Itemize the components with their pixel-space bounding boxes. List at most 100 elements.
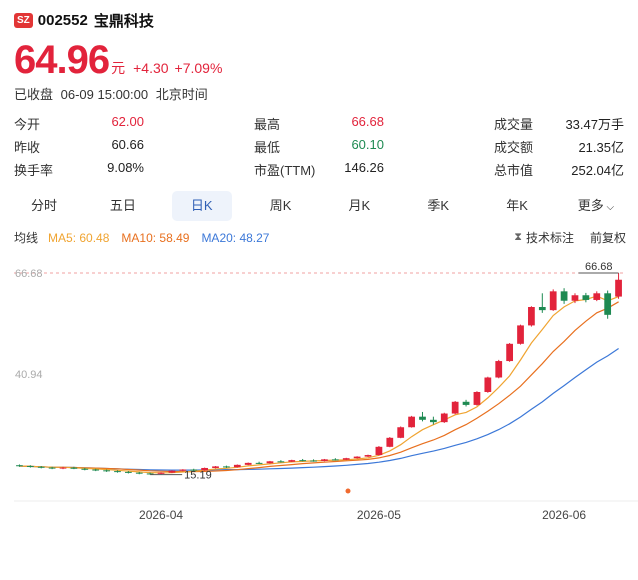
candle-body [451, 401, 459, 414]
candle [179, 469, 187, 472]
candle [266, 460, 274, 464]
candle-body [266, 461, 274, 464]
candlestick-chart[interactable]: 66.68 40.94 66.68 15.19 2026-04 2026-05 2026-0… [0, 250, 638, 530]
candle-body [408, 416, 415, 428]
candle [59, 466, 67, 470]
candle-body [429, 419, 437, 423]
quote-row: 换手率 9.08% 市盈(TTM) 146.26 总市值 252.04亿 [14, 158, 626, 181]
candle-body [615, 279, 622, 297]
quote-cell: 换手率 9.08% [14, 160, 144, 179]
candle-body [201, 467, 209, 471]
candle [506, 343, 514, 362]
high-price-label: 66.68 [585, 261, 613, 273]
candle [37, 466, 45, 469]
tab-label: 日K [190, 198, 213, 213]
candle [397, 426, 405, 439]
ma-legend-item: MA20: 48.27 [201, 230, 270, 245]
last-price: 64.96 [14, 38, 110, 82]
ma-legend-item: MA10: 58.49 [121, 230, 190, 245]
candle [386, 437, 394, 448]
candle-body [48, 467, 56, 469]
technical-annotation-button[interactable]: ⧗ 技术标注 [514, 229, 574, 246]
candle-body [146, 473, 154, 475]
quote-cell: 成交额 21.35亿 [494, 137, 624, 156]
quote-label: 昨收 [14, 140, 41, 155]
tab-period[interactable]: 日K [171, 191, 232, 221]
quote-label: 成交额 [494, 140, 534, 155]
quote-label: 换手率 [14, 163, 54, 178]
event-marker-dot [345, 488, 351, 494]
low-price-label: 15.19 [184, 470, 212, 482]
quote-label: 成交量 [494, 117, 534, 132]
tab-period[interactable]: 年K [487, 191, 547, 221]
candle [440, 412, 448, 423]
candle [92, 468, 100, 472]
candle [223, 465, 230, 468]
stock-name: 宝鼎科技 [93, 13, 154, 30]
ma-legend: MA5: 60.48 MA10: 58.49 MA20: 48.27 [48, 231, 281, 245]
tab-label: 分时 [30, 198, 57, 213]
ma5-line [19, 295, 619, 474]
candle [190, 468, 198, 472]
candle-body [440, 413, 448, 423]
tab-period[interactable]: 更多 ⌵ [566, 191, 626, 221]
candle [517, 324, 524, 345]
x-tick-label: 2026-05 [357, 508, 401, 522]
candle [255, 461, 263, 465]
candle [364, 454, 372, 458]
tab-period[interactable]: 分时 [14, 191, 74, 221]
candle-body [560, 291, 568, 301]
quote-value: 146.26 [344, 160, 384, 175]
candle [310, 459, 317, 462]
candle [582, 292, 590, 303]
quote-value: 60.10 [351, 137, 384, 152]
candle-body [364, 455, 372, 457]
ma-legend-item: MA5: 60.48 [48, 230, 110, 245]
tab-period[interactable]: 五日 [93, 191, 153, 221]
chevron-down-icon: ⌵ [603, 202, 615, 213]
candle [593, 291, 601, 302]
candle [277, 460, 285, 463]
x-tick-label: 2026-04 [139, 508, 183, 522]
forward-adjust-button[interactable]: 前复权 [590, 229, 626, 246]
y-tick-label: 40.94 [15, 369, 43, 381]
moving-average-bar: 均线 MA5: 60.48 MA10: 58.49 MA20: 48.27 ⧗ 技术… [14, 229, 626, 246]
candle-body [244, 462, 252, 465]
candle [16, 464, 23, 467]
status-timezone: 北京时间 [155, 87, 208, 102]
quote-cell: 成交量 33.47万手 [494, 114, 624, 133]
candle [135, 471, 143, 475]
candle-body [506, 343, 514, 362]
candle [321, 458, 328, 462]
quote-label: 总市值 [494, 163, 534, 178]
candle-body [321, 459, 328, 461]
tab-period[interactable]: 季K [408, 191, 468, 221]
candle-body [353, 456, 361, 459]
candle-body [190, 469, 198, 471]
market-state: 已收盘 [14, 87, 54, 102]
tab-period[interactable]: 月K [329, 191, 389, 221]
candle-body [233, 464, 241, 468]
candle [299, 458, 307, 462]
stock-code: 002552 [37, 12, 88, 29]
quote-value: 21.35亿 [578, 140, 624, 155]
candle-body [419, 416, 426, 420]
price-change: +4.30 [133, 60, 169, 76]
candle [103, 469, 110, 472]
candle [244, 462, 252, 466]
candle-body [16, 465, 23, 467]
candle [604, 290, 612, 319]
quote-value: 9.08% [107, 160, 144, 175]
candle-body [582, 295, 590, 300]
candle-body [92, 469, 100, 471]
status-datetime: 06-09 15:00:00 [60, 87, 149, 102]
candle-body [593, 293, 601, 300]
tab-period[interactable]: 周K [251, 191, 311, 221]
quote-cell: 最低 60.10 [254, 137, 384, 156]
candle-body [517, 325, 524, 344]
candle-body [277, 461, 285, 463]
candle-body [571, 295, 579, 301]
price-unit: 元 [111, 60, 126, 76]
chart-tools: ⧗ 技术标注 前复权 [498, 229, 626, 246]
candle [495, 359, 503, 379]
